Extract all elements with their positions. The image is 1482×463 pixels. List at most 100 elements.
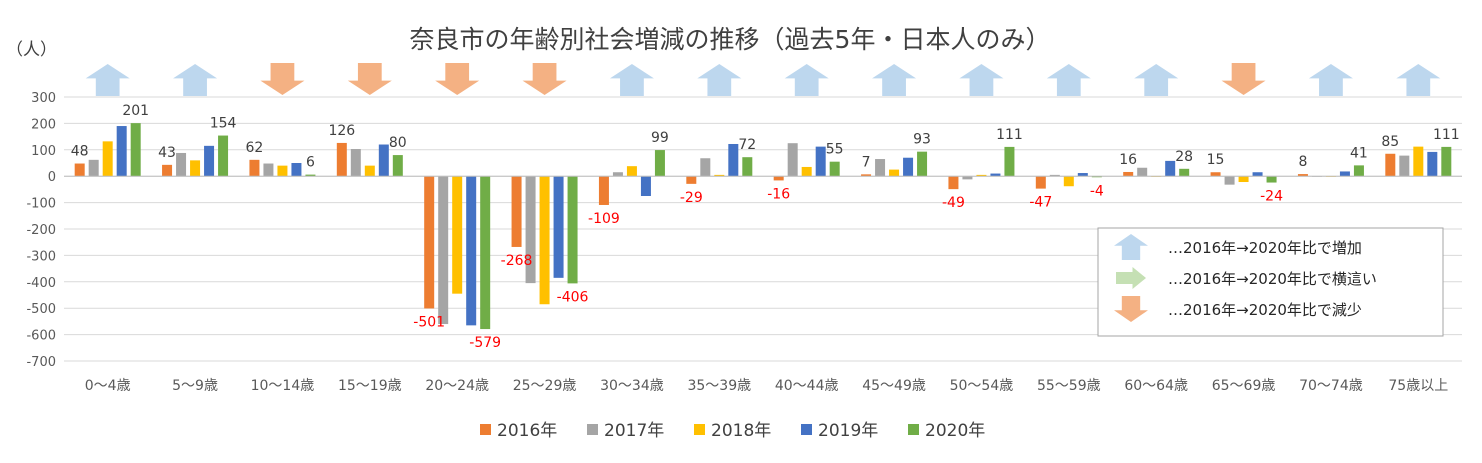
bar	[829, 161, 840, 177]
bar	[452, 176, 463, 294]
data-label: -49	[942, 195, 965, 211]
bar	[773, 176, 784, 181]
trend-legend-text: …2016年→2020年比で減少	[1168, 301, 1362, 319]
bar	[1266, 176, 1277, 183]
data-label: 126	[328, 123, 355, 139]
data-label: 72	[738, 137, 756, 153]
bar	[1252, 172, 1263, 177]
bar	[728, 143, 739, 177]
bar	[162, 164, 173, 177]
bar	[1165, 160, 1176, 177]
y-tick-label: 0	[48, 170, 56, 185]
bar	[567, 176, 578, 284]
bar	[1063, 176, 1074, 187]
data-label: 99	[651, 130, 669, 146]
legend-swatch	[908, 424, 919, 435]
bar	[176, 152, 187, 177]
data-label: -16	[767, 186, 790, 202]
trend-arrow-up-icon	[1396, 64, 1441, 96]
data-label: 201	[122, 103, 149, 119]
trend-arrow-up-icon	[173, 64, 218, 96]
bar	[1385, 153, 1396, 177]
legend-label: 2019年	[818, 421, 878, 441]
data-label: -109	[588, 211, 620, 227]
bar	[88, 159, 99, 177]
bar	[130, 123, 141, 177]
x-category-label: 55～59歳	[1037, 378, 1101, 394]
bar	[875, 159, 886, 177]
x-category-label: 25～29歳	[513, 378, 577, 394]
data-label: 111	[1433, 127, 1460, 143]
bar	[976, 174, 987, 177]
bar	[714, 174, 725, 177]
trend-legend-down-icon	[1114, 296, 1148, 322]
data-label: -47	[1029, 195, 1052, 211]
bars	[74, 123, 1452, 330]
trend-arrow-down-icon	[522, 63, 567, 95]
bar	[392, 155, 403, 177]
bar	[815, 146, 826, 177]
x-category-label: 65～69歳	[1212, 378, 1276, 394]
bar	[1224, 176, 1235, 185]
data-labels: 48 201 43 154 62 6 126 80 -501 -579 -268 -406 -109 99…	[71, 103, 1460, 351]
bar	[990, 173, 1001, 177]
data-label: 62	[246, 140, 264, 156]
trend-arrow-up-icon	[1134, 64, 1179, 96]
bar	[1427, 151, 1438, 177]
bar	[74, 163, 85, 177]
legend-label: 2016年	[497, 421, 557, 441]
data-label: 48	[71, 144, 89, 160]
legend-swatch	[694, 424, 705, 435]
bar	[424, 176, 435, 309]
bar	[511, 176, 522, 247]
bar	[801, 166, 812, 177]
bar	[1179, 168, 1190, 177]
bar	[917, 151, 928, 177]
bar	[190, 160, 201, 177]
y-axis-ticks: 300 200 100 0 -100 -200 -300 -400 -500 -600 -700	[26, 91, 56, 370]
y-axis-unit-label: （人）	[6, 40, 57, 60]
y-tick-label: -500	[26, 302, 56, 317]
y-tick-label: -200	[26, 223, 56, 238]
bar	[903, 157, 914, 177]
bar	[1091, 176, 1102, 178]
y-tick-label: 200	[31, 117, 56, 132]
bar	[1049, 174, 1060, 177]
data-label: 85	[1381, 134, 1399, 150]
trend-legend-box: …2016年→2020年比で増加 …2016年→2020年比で横這い …2016年→…	[1097, 227, 1444, 337]
bar	[948, 176, 959, 190]
data-label: -268	[501, 253, 533, 269]
data-label: 6	[306, 155, 315, 171]
bar	[1077, 173, 1088, 177]
x-category-label: 20～24歳	[425, 378, 489, 394]
bar	[1441, 146, 1452, 177]
data-label: 15	[1207, 152, 1225, 168]
trend-arrow-down-icon	[260, 63, 305, 95]
data-label: -406	[557, 289, 589, 305]
bar	[539, 176, 550, 305]
bar	[626, 166, 637, 177]
bar	[336, 142, 347, 177]
bar	[1339, 171, 1350, 177]
trend-arrow-up-icon	[1046, 64, 1091, 96]
bar	[787, 143, 798, 177]
trend-arrow-down-icon	[347, 63, 392, 95]
x-category-label: 50～54歳	[950, 378, 1014, 394]
x-category-label: 0～4歳	[85, 378, 131, 394]
y-tick-label: -600	[26, 329, 56, 344]
trend-arrow-up-icon	[85, 64, 130, 96]
y-tick-label: -400	[26, 276, 56, 291]
bar	[116, 126, 127, 177]
bar	[204, 145, 215, 177]
y-tick-label: -300	[26, 249, 56, 264]
bar	[686, 176, 697, 184]
data-label: 41	[1350, 145, 1368, 161]
x-category-label: 60～64歳	[1124, 378, 1188, 394]
legend-swatch	[480, 424, 491, 435]
bar	[1353, 165, 1364, 177]
data-label: 16	[1119, 152, 1137, 168]
bar	[277, 165, 288, 177]
bar	[640, 176, 651, 196]
data-label: -501	[413, 314, 445, 330]
